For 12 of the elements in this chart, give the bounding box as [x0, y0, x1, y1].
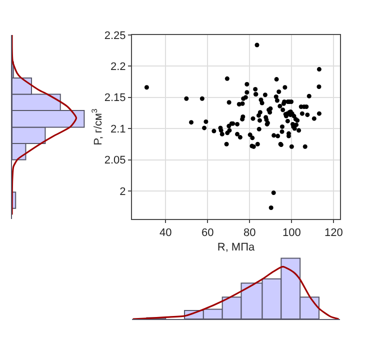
y-tick-label: 2.1 [110, 123, 126, 136]
x-tick-label: 80 [244, 227, 256, 240]
x-tick-label: 120 [324, 227, 343, 240]
y-tick-label: 2.05 [104, 154, 126, 167]
y-tick-label: 2 [120, 186, 126, 198]
x-axis-title: R, МПа [217, 241, 256, 254]
x-tick-label: 40 [159, 227, 172, 240]
x-tick-label: 60 [202, 227, 214, 240]
y-tick-label: 2.2 [110, 61, 126, 74]
x-tick-label: 100 [282, 227, 301, 240]
y-tick-label: 2.25 [104, 30, 126, 42]
y-tick-label: 2.15 [104, 92, 126, 104]
